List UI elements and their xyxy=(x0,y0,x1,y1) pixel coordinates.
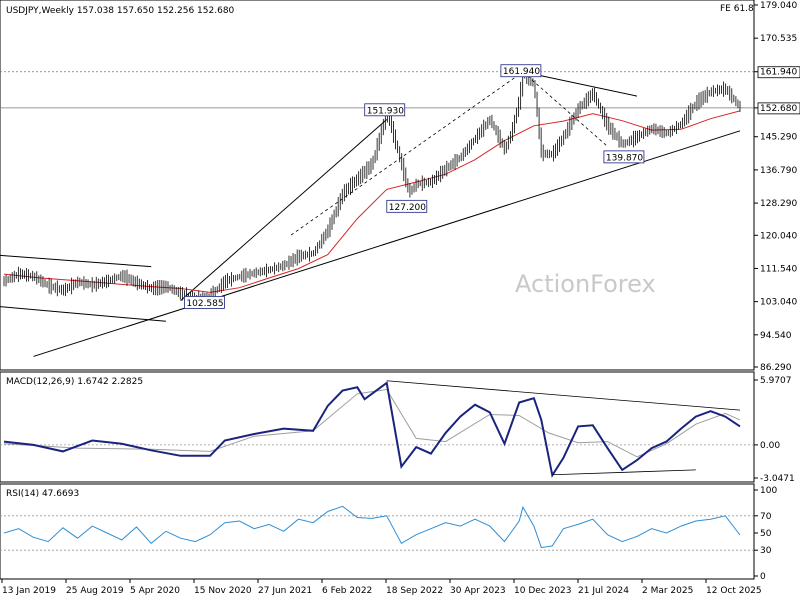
macd-main-line xyxy=(3,381,741,478)
macd-panel-frame xyxy=(0,371,755,483)
annotation-label: 139.870 xyxy=(606,153,643,163)
x-axis: 13 Jan 2019 25 Aug 2019 5 Apr 2020 15 Nov 2… xyxy=(1,579,762,596)
price-y-tick-label: 179.040 xyxy=(760,1,797,11)
price-panel: USDJPY,Weekly 157.038 157.650 152.256 15… xyxy=(0,0,800,373)
price-y-tick-label: 170.535 xyxy=(760,34,797,44)
annotation-box xyxy=(603,150,645,164)
rsi-y-axis: 100 70 50 30 0 xyxy=(754,486,777,582)
price-y-tick-label: 94.540 xyxy=(760,331,792,341)
x-tick-label: 27 Jun 2021 xyxy=(258,586,312,596)
annotation-box xyxy=(183,296,225,309)
rsi-panel: RSI(14) 47.6693 100 70 50 30 0 xyxy=(0,483,777,582)
annotation-label: 102.585 xyxy=(186,299,223,309)
macd-y-tick-label: -3.0471 xyxy=(760,474,795,484)
rsi-title: RSI(14) 47.6693 xyxy=(6,489,79,499)
moving-average-line xyxy=(3,110,741,293)
price-y-tick-label: 111.540 xyxy=(760,264,797,274)
x-tick-label: 18 Sep 2022 xyxy=(386,586,443,596)
fe-label: FE 61.8 xyxy=(720,4,754,14)
dashed-trendline-1 xyxy=(522,71,608,147)
rsi-y-tick-label: 70 xyxy=(760,512,772,522)
price-annotations: 161.940 151.930 127.200 139.870 102.585 xyxy=(183,64,645,309)
rsi-line xyxy=(3,505,741,549)
macd-lines xyxy=(0,380,754,478)
price-y-tick-label: 145.290 xyxy=(760,133,797,143)
annotation-box xyxy=(500,64,542,78)
price-title: USDJPY,Weekly 157.038 157.650 152.256 15… xyxy=(6,6,235,16)
price-y-tick-label: 161.940 xyxy=(760,68,797,78)
annotation-label: 161.940 xyxy=(503,67,540,77)
x-tick-label: 5 Apr 2020 xyxy=(130,586,180,596)
price-y-tick-label-box xyxy=(757,102,800,115)
price-y-tick-label: 103.040 xyxy=(760,298,797,308)
trendline-0 xyxy=(0,254,152,268)
macd-title: MACD(12,26,9) 1.6742 2.2825 xyxy=(6,377,143,387)
x-tick-label: 13 Jan 2019 xyxy=(2,586,56,596)
x-tick-label: 10 Dec 2023 xyxy=(514,586,572,596)
rsi-y-tick-label: 50 xyxy=(760,529,772,539)
trendline-3 xyxy=(522,71,638,97)
x-tick-label: 2 Mar 2025 xyxy=(642,586,693,596)
dashed-trendline-0 xyxy=(290,71,524,236)
annotation-label: 127.200 xyxy=(389,203,426,213)
macd-y-axis: 5.9707 0.00 -3.0471 xyxy=(754,376,795,484)
x-tick-label: 25 Aug 2019 xyxy=(66,586,124,596)
price-y-tick-label: 136.790 xyxy=(760,166,797,176)
x-tick-label: 6 Feb 2022 xyxy=(322,586,372,596)
price-y-tick-label: 120.040 xyxy=(760,231,797,241)
rsi-y-tick-label: 100 xyxy=(760,486,777,496)
annotation-label: 151.930 xyxy=(367,106,404,116)
macd-trendline-1 xyxy=(552,469,696,476)
rsi-panel-frame xyxy=(0,483,755,580)
x-tick-label: 12 Oct 2025 xyxy=(706,586,762,596)
x-tick-label: 30 Apr 2023 xyxy=(450,586,506,596)
rsi-y-tick-label: 0 xyxy=(760,572,766,582)
trendline-1 xyxy=(0,306,166,322)
rsi-y-tick-label: 30 xyxy=(760,546,772,556)
x-tick-label: 21 Jul 2024 xyxy=(578,586,629,596)
price-y-tick-label-box xyxy=(757,66,800,79)
watermark: ActionForex xyxy=(515,270,656,298)
annotation-box xyxy=(364,103,406,117)
price-y-tick-label: 128.290 xyxy=(760,199,797,209)
rsi-lines xyxy=(0,505,754,551)
macd-panel: MACD(12,26,9) 1.6742 2.2825 5.9707 0.00 -3… xyxy=(0,371,795,484)
price-y-tick-label: 86.290 xyxy=(760,363,792,373)
price-y-tick-label: 152.680 xyxy=(760,104,797,114)
price-y-axis: 179.040 170.535 161.940 152.680 145.290 136.7… xyxy=(754,1,800,373)
macd-y-tick-label: 5.9707 xyxy=(760,376,792,386)
macd-trendline-0 xyxy=(386,380,741,411)
macd-y-tick-label: 0.00 xyxy=(760,441,780,451)
price-panel-frame xyxy=(0,0,755,371)
trendline-2 xyxy=(33,130,741,357)
annotation-box xyxy=(386,199,428,213)
x-tick-label: 15 Nov 2020 xyxy=(194,586,252,596)
trendline-4 xyxy=(180,119,388,301)
